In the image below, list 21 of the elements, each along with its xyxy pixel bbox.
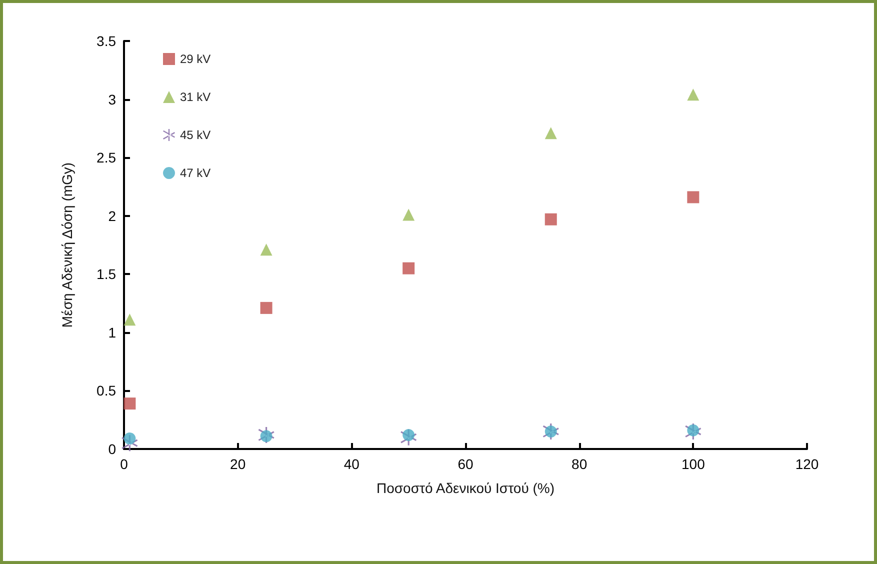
y-tick-label: 1.5: [96, 266, 116, 282]
x-axis-title: Ποσοστό Αδενικού Ιστού (%): [376, 480, 555, 496]
y-tick-label: 2: [108, 208, 116, 224]
y-tick-label: 0: [108, 441, 116, 457]
y-axis-title: Μέση Αδενική Δόση (mGy): [59, 162, 75, 328]
y-tick-label: 2.5: [96, 150, 116, 166]
legend-label: 31 kV: [180, 90, 211, 104]
x-tick-label: 100: [681, 456, 706, 472]
y-tick-label: 3.5: [96, 33, 116, 49]
legend-label: 45 kV: [180, 128, 211, 142]
y-tick-label: 0.5: [96, 382, 116, 399]
legend-label: 29 kV: [180, 52, 211, 66]
x-tick-label: 0: [120, 456, 128, 472]
x-tick-label: 120: [795, 456, 819, 472]
x-tick-label: 40: [344, 456, 360, 472]
y-tick-label: 1: [108, 324, 116, 340]
x-tick-label: 20: [230, 456, 246, 472]
x-tick-label: 80: [572, 456, 588, 472]
legend-label: 47 kV: [180, 166, 211, 180]
x-tick-label: 60: [458, 456, 474, 472]
y-tick-label: 3: [108, 91, 116, 108]
